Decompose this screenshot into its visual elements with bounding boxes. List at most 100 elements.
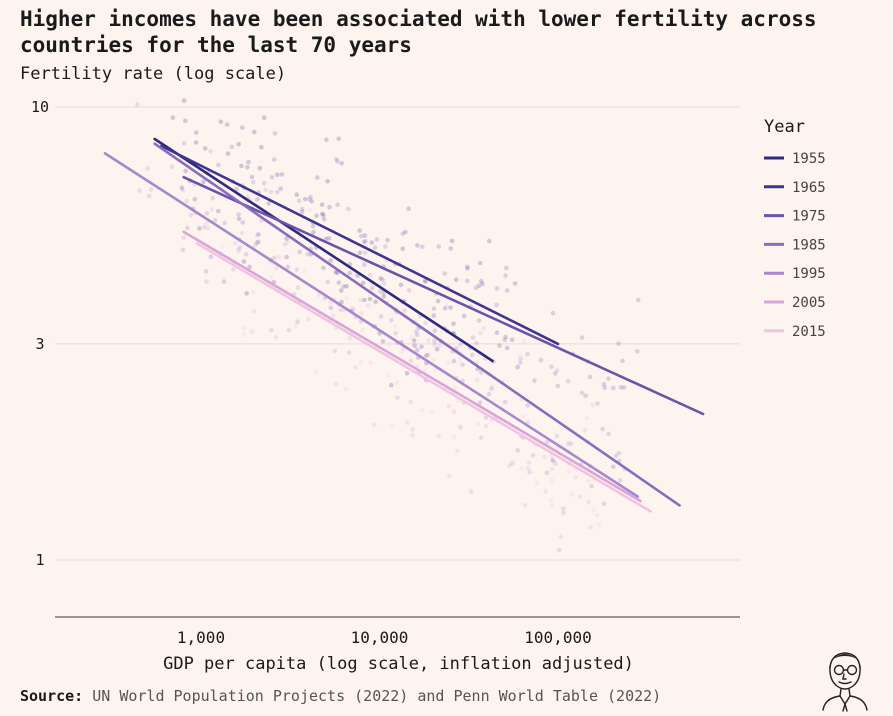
data-point bbox=[478, 278, 484, 284]
data-point bbox=[268, 275, 274, 280]
trend-line-1995 bbox=[103, 152, 640, 498]
data-point bbox=[358, 297, 363, 303]
data-point bbox=[551, 458, 556, 464]
data-point bbox=[474, 341, 479, 346]
data-point bbox=[275, 190, 280, 195]
data-point bbox=[423, 320, 428, 326]
data-point bbox=[368, 360, 373, 365]
data-point bbox=[635, 349, 640, 354]
data-point bbox=[274, 265, 279, 271]
data-point bbox=[169, 164, 175, 169]
data-point bbox=[410, 427, 415, 432]
data-point bbox=[453, 385, 458, 391]
data-point bbox=[616, 341, 621, 346]
data-point bbox=[269, 175, 275, 180]
data-point bbox=[222, 220, 227, 226]
data-point bbox=[582, 427, 588, 433]
data-point bbox=[369, 240, 375, 245]
data-point bbox=[635, 297, 641, 303]
data-point bbox=[240, 220, 246, 225]
data-point bbox=[566, 469, 572, 475]
data-point bbox=[594, 513, 600, 518]
legend: Year 1955 1965 1975 1985 1995 2005 2015 bbox=[764, 117, 826, 340]
data-point bbox=[554, 433, 560, 439]
data-point bbox=[595, 401, 600, 406]
data-point bbox=[506, 463, 512, 469]
trend-line-2015 bbox=[195, 242, 652, 513]
data-point bbox=[525, 351, 530, 357]
data-point bbox=[359, 311, 364, 316]
data-point bbox=[294, 267, 300, 272]
data-point bbox=[367, 272, 373, 278]
data-point bbox=[486, 391, 492, 397]
data-point bbox=[412, 343, 418, 348]
data-point bbox=[295, 285, 301, 290]
data-point bbox=[369, 286, 375, 291]
data-point bbox=[192, 197, 198, 202]
data-point bbox=[268, 189, 274, 195]
data-point bbox=[503, 273, 508, 278]
data-point bbox=[561, 506, 566, 512]
data-point bbox=[146, 193, 152, 199]
data-point bbox=[554, 368, 560, 373]
data-point bbox=[606, 431, 612, 437]
data-point bbox=[333, 381, 339, 387]
data-point bbox=[494, 286, 500, 291]
data-point bbox=[532, 378, 537, 383]
data-point bbox=[544, 470, 550, 476]
data-point bbox=[271, 255, 277, 261]
data-point bbox=[399, 349, 405, 355]
data-point bbox=[294, 192, 300, 197]
gridlines bbox=[55, 106, 740, 561]
data-point bbox=[395, 395, 400, 401]
data-point bbox=[236, 246, 242, 251]
data-point bbox=[566, 442, 572, 447]
data-point bbox=[611, 385, 616, 391]
data-point bbox=[502, 337, 508, 343]
data-point bbox=[602, 385, 607, 391]
data-point bbox=[259, 144, 264, 150]
legend-label: 1985 bbox=[792, 237, 826, 253]
data-point bbox=[197, 226, 202, 231]
data-point bbox=[362, 250, 368, 256]
data-point bbox=[239, 163, 244, 169]
data-point bbox=[309, 199, 315, 204]
data-point bbox=[255, 197, 260, 202]
author-portrait-icon bbox=[822, 652, 868, 712]
data-point bbox=[351, 307, 356, 312]
data-point bbox=[325, 279, 331, 285]
data-point bbox=[224, 122, 230, 127]
data-point bbox=[145, 166, 150, 171]
data-point bbox=[522, 339, 527, 344]
data-point bbox=[308, 194, 313, 200]
data-point bbox=[431, 313, 437, 318]
y-tick-labels: 1 3 10 bbox=[31, 98, 49, 569]
data-point bbox=[534, 480, 540, 486]
data-point bbox=[447, 473, 452, 479]
data-point bbox=[245, 165, 250, 170]
data-point bbox=[278, 186, 284, 191]
data-point bbox=[552, 371, 558, 376]
data-point bbox=[180, 187, 186, 193]
data-point bbox=[231, 267, 236, 272]
data-point bbox=[453, 277, 459, 283]
data-point bbox=[519, 466, 524, 471]
data-point bbox=[360, 280, 366, 286]
data-point bbox=[250, 179, 256, 185]
data-point bbox=[458, 342, 464, 347]
data-point bbox=[409, 335, 415, 340]
data-point bbox=[347, 270, 353, 276]
data-point bbox=[327, 236, 332, 241]
data-point bbox=[389, 424, 395, 429]
data-point bbox=[251, 290, 256, 295]
data-point bbox=[509, 461, 515, 467]
data-point bbox=[271, 157, 277, 162]
data-point bbox=[555, 383, 561, 389]
data-point bbox=[236, 212, 241, 217]
x-tick-label: 1,000 bbox=[177, 628, 225, 647]
data-point bbox=[408, 399, 414, 405]
data-point bbox=[331, 313, 336, 318]
data-point bbox=[238, 245, 243, 250]
data-point bbox=[504, 265, 509, 271]
data-point bbox=[185, 225, 190, 231]
